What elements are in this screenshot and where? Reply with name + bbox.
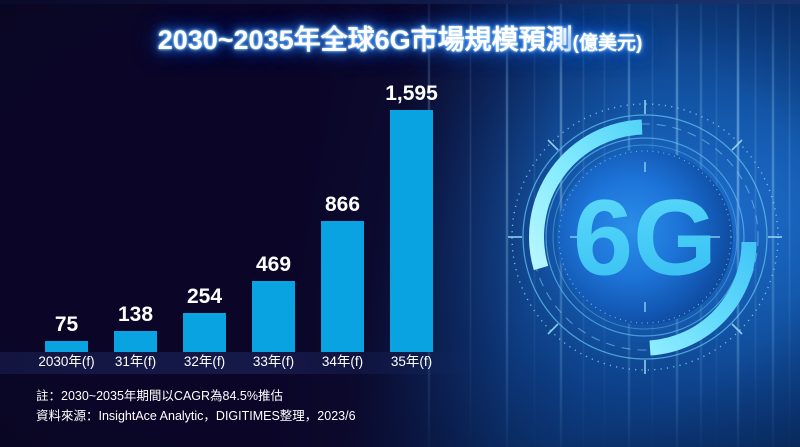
bar-column[interactable]: 75: [45, 311, 88, 352]
bar-column[interactable]: 1,595: [385, 80, 438, 352]
emblem-6g-text: 6G: [573, 177, 717, 298]
bar[interactable]: [114, 331, 157, 352]
bar-value-label: 1,595: [385, 82, 438, 105]
x-axis-label: 35年(f): [390, 354, 433, 369]
x-axis-label: 34年(f): [321, 354, 364, 369]
bar-value-label: 254: [186, 285, 223, 308]
bar[interactable]: [390, 110, 433, 352]
x-axis-label: 2030年(f): [38, 354, 95, 369]
title-container: 2030~2035年全球6G市場規模預測(億美元): [0, 18, 800, 57]
axis-band: [0, 352, 482, 374]
x-axis-label: 33年(f): [252, 354, 295, 369]
bar-column[interactable]: 254: [183, 283, 226, 352]
bar-column[interactable]: 866: [321, 191, 364, 352]
bar-series: 75 138 254 469 866 1,595: [30, 60, 470, 352]
bar[interactable]: [183, 313, 226, 352]
bar-column[interactable]: 138: [114, 301, 157, 352]
bar[interactable]: [321, 221, 364, 352]
title-unit: (億美元): [572, 33, 643, 54]
note-cagr: 註：2030~2035年期間以CAGR為84.5%推估: [36, 389, 283, 403]
x-axis-label: 31年(f): [114, 354, 157, 369]
top-edge-strip: [0, 0, 800, 4]
6g-emblem: 6G: [500, 92, 790, 382]
bar-column[interactable]: 469: [252, 251, 295, 352]
bar[interactable]: [252, 281, 295, 352]
bar-value-label: 138: [117, 303, 154, 326]
note-source: 資料來源：InsightAce Analytic，DIGITIMES整理，202…: [36, 409, 356, 423]
bar-value-label: 75: [54, 313, 79, 336]
bar-chart: 75 138 254 469 866 1,595: [30, 60, 470, 352]
bar-value-label: 469: [255, 253, 292, 276]
x-axis-labels: 2030年(f) 31年(f) 32年(f) 33年(f) 34年(f) 35年(f): [30, 353, 470, 373]
page-title: 2030~2035年全球6G市場規模預測(億美元): [158, 18, 643, 57]
title-main: 2030~2035年全球6G市場規模預測: [157, 25, 573, 55]
x-axis-label: 32年(f): [183, 354, 226, 369]
footnotes: 註：2030~2035年期間以CAGR為84.5%推估 資料來源：Insight…: [36, 386, 356, 426]
bar-value-label: 866: [324, 193, 361, 216]
bar[interactable]: [45, 341, 88, 352]
